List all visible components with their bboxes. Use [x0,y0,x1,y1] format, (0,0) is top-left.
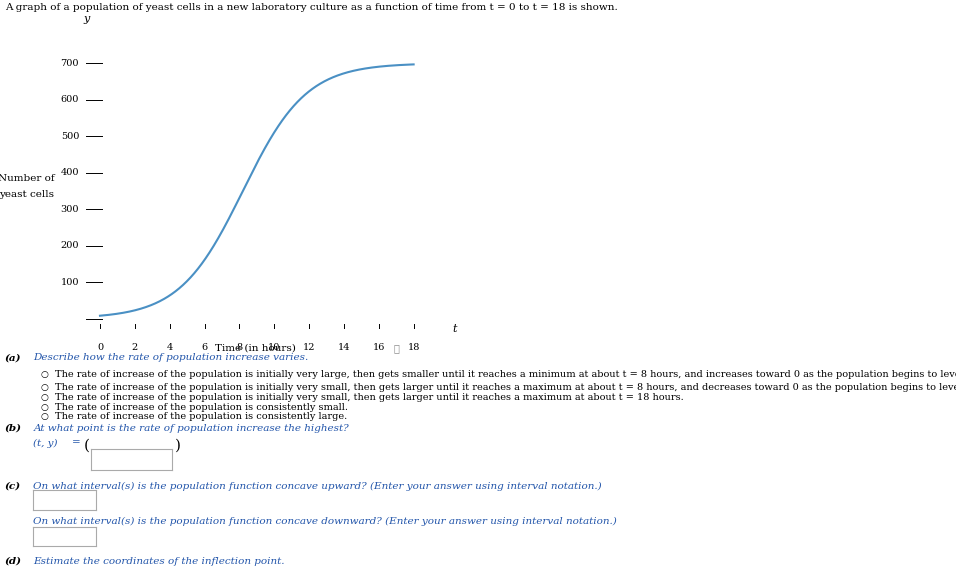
Text: 300: 300 [60,204,79,214]
Text: On what interval(s) is the population function concave upward? (Enter your answe: On what interval(s) is the population fu… [33,482,602,491]
Text: ○: ○ [40,393,48,402]
Text: =: = [72,438,80,448]
Text: 16: 16 [373,343,385,352]
Text: ○: ○ [40,412,48,421]
Text: On what interval(s) is the population function concave downward? (Enter your ans: On what interval(s) is the population fu… [33,517,618,526]
Text: The rate of increase of the population is initially very large, then gets smalle: The rate of increase of the population i… [55,370,956,379]
Text: 700: 700 [60,59,79,68]
Text: y: y [83,14,89,24]
Text: 10: 10 [268,343,280,352]
Text: 200: 200 [60,241,79,250]
Text: (c): (c) [5,482,21,491]
Text: 4: 4 [166,343,173,352]
Text: (b): (b) [5,424,22,433]
Text: ○: ○ [40,403,48,412]
Text: 14: 14 [337,343,350,352]
Text: 8: 8 [236,343,243,352]
Text: 2: 2 [132,343,138,352]
Text: t: t [452,324,456,335]
Text: (: ( [84,438,90,453]
Text: ○: ○ [40,370,48,379]
Text: The rate of increase of the population is initially very small, then gets larger: The rate of increase of the population i… [55,393,684,402]
Text: 500: 500 [60,132,79,141]
Text: 400: 400 [60,168,79,177]
Text: Time (in hours): Time (in hours) [215,344,295,353]
Text: 18: 18 [407,343,420,352]
Text: The rate of increase of the population is consistently small.: The rate of increase of the population i… [55,403,348,412]
Text: At what point is the rate of population increase the highest?: At what point is the rate of population … [33,424,349,433]
Text: (t, y): (t, y) [33,438,58,448]
Text: ⓘ: ⓘ [394,344,400,354]
Text: 0: 0 [97,343,103,352]
Text: yeast cells: yeast cells [0,190,54,199]
Text: 6: 6 [202,343,207,352]
Text: (a): (a) [5,353,21,362]
Text: Describe how the rate of population increase varies.: Describe how the rate of population incr… [33,353,309,362]
Text: Estimate the coordinates of the inflection point.: Estimate the coordinates of the inflecti… [33,557,285,566]
Text: The rate of increase of the population is consistently large.: The rate of increase of the population i… [55,412,348,421]
Text: 100: 100 [60,278,79,286]
Text: The rate of increase of the population is initially very small, then gets larger: The rate of increase of the population i… [55,383,956,392]
Text: ○: ○ [40,383,48,392]
Text: (d): (d) [5,557,22,566]
Text: 600: 600 [60,95,79,104]
Text: ): ) [175,438,181,453]
Text: A graph of a population of yeast cells in a new laboratory culture as a function: A graph of a population of yeast cells i… [5,3,618,12]
Text: 12: 12 [303,343,315,352]
Text: Number of: Number of [0,174,55,183]
